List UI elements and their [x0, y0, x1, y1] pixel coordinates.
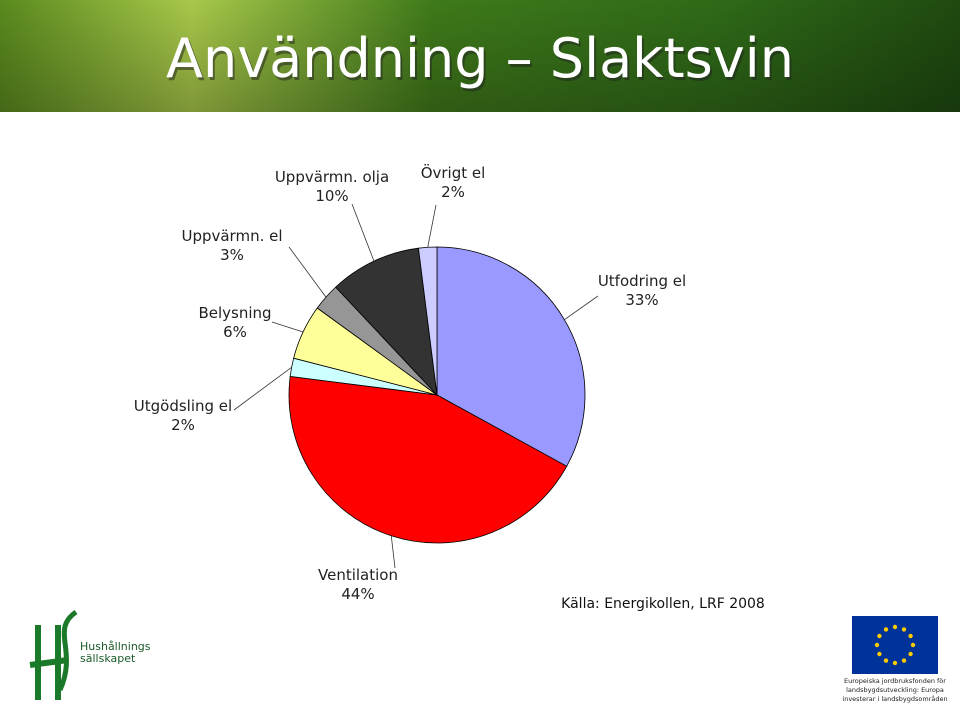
slice-label: Utgödsling el [134, 397, 232, 415]
eu-star [892, 624, 898, 630]
slice-value: 6% [223, 323, 247, 341]
slice-value: 3% [220, 246, 244, 264]
pie-slice [436, 246, 586, 467]
hs-mark [29, 625, 69, 700]
eu-star [892, 660, 898, 666]
leader-line [351, 203, 375, 262]
logo-text: sällskapet [80, 652, 136, 665]
slice-label: Belysning [198, 304, 271, 322]
header-shade [0, 0, 960, 112]
slice-label: Ventilation [318, 566, 398, 584]
leader-line [271, 321, 304, 333]
slice-label: Utfodring el [598, 272, 686, 290]
eu-star [874, 642, 880, 648]
pie-slice [335, 247, 438, 397]
leader-line [288, 246, 327, 298]
hs-logo: Hushållnings sällskapet [29, 609, 151, 700]
eu-star [901, 658, 907, 663]
eu-star [877, 651, 882, 657]
source-note: Källa: Energikollen, LRF 2008 [561, 596, 765, 612]
slice-value: 2% [171, 416, 195, 434]
eu-star [883, 627, 889, 632]
slice-label: Uppvärmn. olja [275, 168, 389, 186]
slice-value: 10% [315, 187, 348, 205]
title-shadow: Användning – Slaktsvin [168, 30, 796, 93]
slice-label: Uppvärmn. el [181, 227, 282, 245]
eu-text: Europeiska jordbruksfonden för [844, 677, 946, 685]
slice-value: 44% [341, 585, 374, 603]
leader-line [390, 535, 396, 569]
eu-star [908, 633, 913, 639]
slice-label: Övrigt el [421, 163, 486, 182]
eu-text: investerar i landsbygdsområden [842, 694, 947, 703]
chart-title: Användning – Slaktsvin [166, 27, 794, 90]
eu-star [908, 651, 913, 657]
eu-text: landsbygdsutveckling: Europa [846, 686, 944, 694]
pie-slice [288, 376, 568, 544]
leader-line [427, 204, 437, 248]
leader-line [233, 366, 292, 411]
eu-flag [852, 616, 938, 674]
eu-star [910, 642, 916, 648]
eu-star [883, 658, 889, 663]
leader-line [564, 295, 599, 320]
eu-star [901, 627, 907, 632]
logo-text: Hushållnings [80, 640, 151, 653]
slice-value: 33% [625, 291, 658, 309]
hs-swash [57, 609, 78, 692]
slice-value: 2% [441, 183, 465, 201]
eu-star [877, 633, 882, 639]
